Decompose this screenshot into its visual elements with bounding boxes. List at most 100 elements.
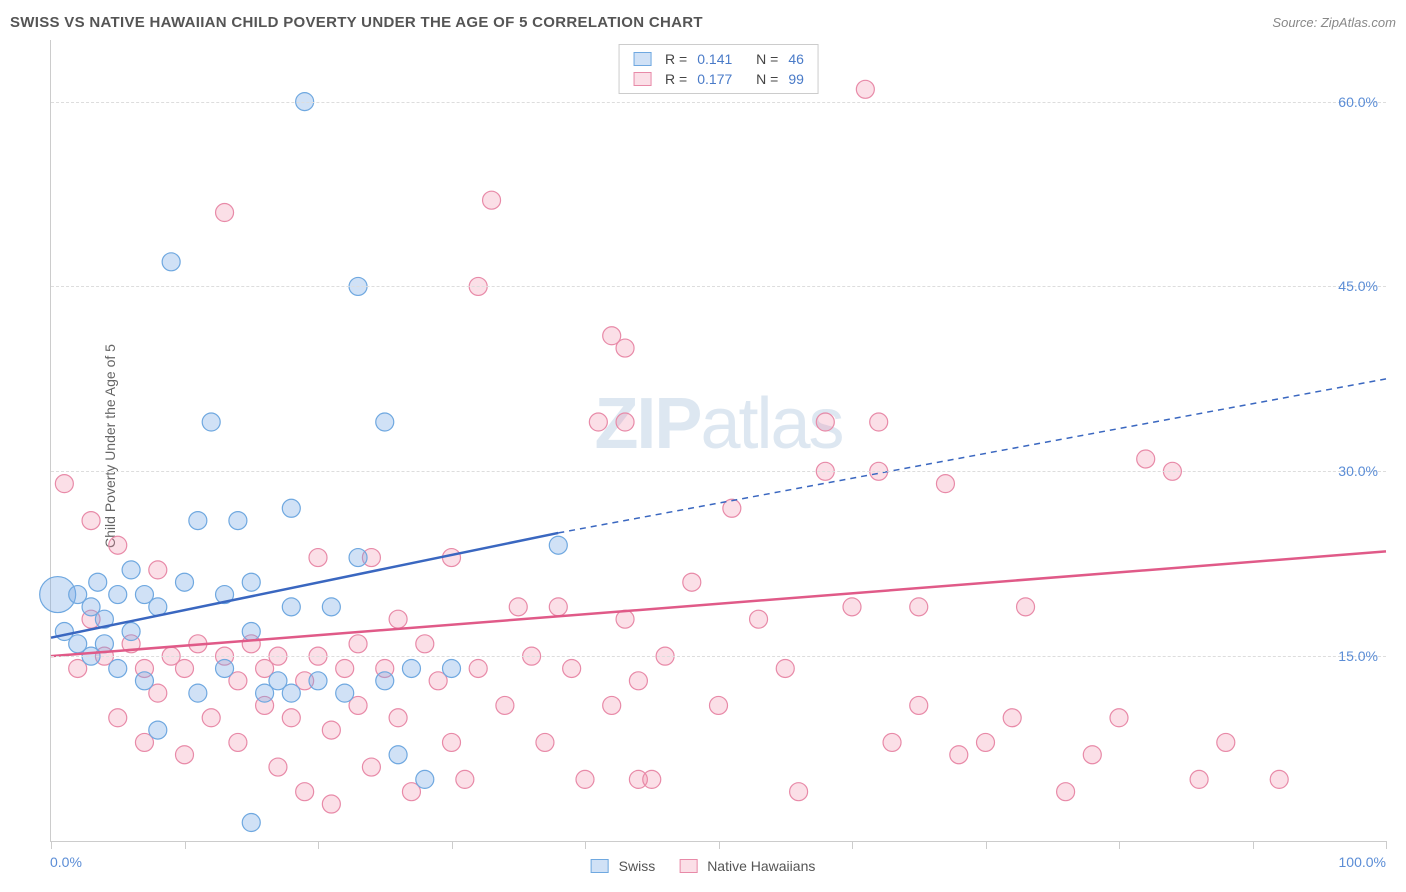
scatter-point [816, 413, 834, 431]
scatter-point [843, 598, 861, 616]
r-label: R = [665, 71, 687, 87]
x-tick [585, 841, 586, 849]
scatter-point [616, 610, 634, 628]
scatter-point [1190, 770, 1208, 788]
x-tick [852, 841, 853, 849]
scatter-point [282, 709, 300, 727]
r-value-hawaiian: 0.177 [697, 71, 732, 87]
scatter-point [1217, 733, 1235, 751]
scatter-point [229, 512, 247, 530]
scatter-point [483, 191, 501, 209]
scatter-point [216, 204, 234, 222]
scatter-point [750, 610, 768, 628]
legend-row-hawaiian: R = 0.177 N = 99 [633, 69, 804, 89]
scatter-point [309, 672, 327, 690]
scatter-point [135, 672, 153, 690]
n-label: N = [756, 51, 778, 67]
n-value-swiss: 46 [788, 51, 804, 67]
scatter-point [189, 684, 207, 702]
source-attribution: Source: ZipAtlas.com [1272, 15, 1396, 30]
scatter-point [977, 733, 995, 751]
legend-swatch-hawaiian [633, 72, 651, 86]
scatter-point [443, 549, 461, 567]
scatter-point [1270, 770, 1288, 788]
scatter-point [616, 413, 634, 431]
scatter-point [336, 684, 354, 702]
x-tick [185, 841, 186, 849]
scatter-point [910, 696, 928, 714]
scatter-point [629, 672, 647, 690]
legend-swatch-icon [591, 859, 609, 873]
scatter-point [509, 598, 527, 616]
scatter-point [589, 413, 607, 431]
scatter-point [910, 598, 928, 616]
scatter-point [443, 733, 461, 751]
scatter-point [269, 758, 287, 776]
scatter-point [616, 339, 634, 357]
scatter-point [856, 80, 874, 98]
scatter-point [710, 696, 728, 714]
scatter-point [683, 573, 701, 591]
scatter-point [349, 635, 367, 653]
n-value-hawaiian: 99 [788, 71, 804, 87]
source-prefix: Source: [1272, 15, 1317, 30]
scatter-point [176, 659, 194, 677]
scatter-point [162, 253, 180, 271]
scatter-point [149, 561, 167, 579]
scatter-point [362, 758, 380, 776]
scatter-point [496, 696, 514, 714]
x-tick [1253, 841, 1254, 849]
r-value-swiss: 0.141 [697, 51, 732, 67]
scatter-point [776, 659, 794, 677]
scatter-point [1017, 598, 1035, 616]
legend-row-swiss: R = 0.141 N = 46 [633, 49, 804, 69]
legend-swatch-swiss [633, 52, 651, 66]
scatter-point [242, 814, 260, 832]
y-tick-label: 30.0% [1338, 463, 1378, 479]
scatter-point [242, 623, 260, 641]
scatter-point [282, 598, 300, 616]
scatter-point [1003, 709, 1021, 727]
scatter-point [376, 672, 394, 690]
legend-swatch-icon [679, 859, 697, 873]
x-axis-max-label: 100.0% [1339, 854, 1386, 870]
scatter-point [122, 623, 140, 641]
scatter-point [416, 635, 434, 653]
gridline [51, 102, 1386, 103]
scatter-point [376, 413, 394, 431]
scatter-point [549, 598, 567, 616]
x-tick [318, 841, 319, 849]
trend-line-dashed [558, 379, 1386, 533]
chart-title: SWISS VS NATIVE HAWAIIAN CHILD POVERTY U… [10, 14, 703, 31]
gridline [51, 286, 1386, 287]
scatter-point [82, 512, 100, 530]
scatter-plot-svg [51, 40, 1386, 841]
legend-item-swiss: Swiss [591, 858, 656, 874]
scatter-point [282, 499, 300, 517]
x-tick [719, 841, 720, 849]
chart-container: SWISS VS NATIVE HAWAIIAN CHILD POVERTY U… [0, 0, 1406, 892]
scatter-point [563, 659, 581, 677]
scatter-point [402, 659, 420, 677]
scatter-point [176, 746, 194, 764]
scatter-point [536, 733, 554, 751]
scatter-point [149, 721, 167, 739]
n-label: N = [756, 71, 778, 87]
y-tick-label: 45.0% [1338, 278, 1378, 294]
scatter-point [202, 413, 220, 431]
legend-label-hawaiian: Native Hawaiians [707, 858, 815, 874]
scatter-point [936, 475, 954, 493]
x-tick [986, 841, 987, 849]
scatter-point [349, 549, 367, 567]
trend-line [51, 551, 1386, 656]
gridline [51, 471, 1386, 472]
scatter-point [389, 746, 407, 764]
scatter-point [95, 635, 113, 653]
legend-label-swiss: Swiss [619, 858, 656, 874]
legend-series: Swiss Native Hawaiians [591, 858, 816, 874]
scatter-point [322, 795, 340, 813]
scatter-point [109, 709, 127, 727]
scatter-point [643, 770, 661, 788]
scatter-point [322, 598, 340, 616]
scatter-point [870, 413, 888, 431]
